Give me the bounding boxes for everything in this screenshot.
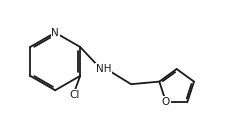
Text: NH: NH <box>96 64 112 74</box>
Text: O: O <box>162 97 170 107</box>
Text: N: N <box>51 28 59 38</box>
Text: Cl: Cl <box>69 90 79 100</box>
